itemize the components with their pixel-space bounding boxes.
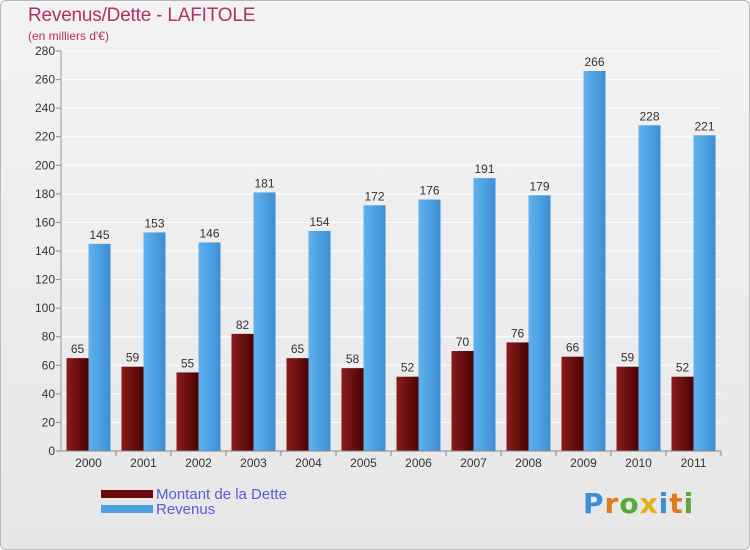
data-label-debt: 65 [71,342,85,356]
bar-revenue [198,242,221,451]
bar-debt [66,358,89,451]
bar-revenue [308,231,331,451]
data-label-revenue: 145 [89,228,109,242]
data-label-revenue: 228 [639,109,659,123]
bar-debt [396,376,419,451]
bar-debt [121,366,144,451]
x-tick-label: 2004 [295,456,322,470]
bar-debt [176,372,199,451]
x-tick-label: 2011 [681,456,707,470]
data-label-revenue: 221 [694,119,714,133]
x-tick-label: 2007 [460,456,487,470]
data-label-revenue: 176 [419,184,439,198]
data-label-debt: 58 [346,352,360,366]
y-tick-label: 20 [42,415,56,429]
bar-debt [286,358,309,451]
y-tick-label: 200 [35,158,55,172]
y-tick-label: 140 [35,244,55,258]
data-label-revenue: 146 [199,226,219,240]
data-label-revenue: 179 [529,179,549,193]
y-tick-label: 280 [35,44,55,58]
bar-debt [671,376,694,451]
bar-revenue [473,178,496,451]
bar-debt [341,368,364,451]
x-tick-label: 2006 [405,456,432,470]
bar-debt [616,366,639,451]
y-tick-label: 260 [35,73,55,87]
x-tick-label: 2010 [625,456,652,470]
legend-swatch-debt [101,490,153,498]
logo-letter: t [669,487,684,520]
data-label-revenue: 153 [144,216,164,230]
x-tick-label: 2000 [75,456,102,470]
bar-debt [561,356,584,451]
x-tick-label: 2009 [570,456,597,470]
data-label-debt: 55 [181,356,195,370]
x-tick-label: 2008 [515,456,542,470]
bar-debt [231,333,254,451]
proxiti-logo: Proxiti [583,487,694,520]
bar-revenue [583,71,606,451]
bar-revenue [363,205,386,451]
y-tick-label: 80 [42,330,56,344]
legend-label-debt: Montant de la Dette [156,486,287,503]
x-tick-label: 2005 [350,456,377,470]
x-tick-label: 2001 [130,456,157,470]
y-tick-label: 60 [42,358,56,372]
x-tick-label: 2002 [185,456,212,470]
y-tick-label: 40 [42,387,56,401]
data-label-debt: 82 [236,318,250,332]
y-tick-label: 0 [48,444,55,458]
logo-letter: P [583,487,605,520]
data-label-revenue: 191 [474,162,494,176]
y-tick-label: 160 [35,215,55,229]
y-tick-label: 120 [35,273,55,287]
data-label-debt: 52 [676,361,690,375]
data-label-revenue: 181 [254,176,274,190]
data-labels: 65 145 59 153 55 146 82 181 65 154 58 172 52 176 70 191… [71,55,715,375]
y-tick-label: 240 [35,101,55,115]
bar-revenue [528,195,551,451]
data-label-debt: 52 [401,361,415,375]
bar-revenue [638,125,661,452]
data-label-debt: 59 [126,351,140,365]
data-label-debt: 66 [566,341,580,355]
logo-letter: i [683,487,695,520]
legend-swatch-revenue [101,505,153,513]
chart-subtitle: (en milliers d'€) [28,29,109,43]
grid-lines [56,50,722,456]
data-label-debt: 59 [621,351,635,365]
data-label-debt: 65 [291,342,305,356]
bar-revenue [693,135,716,452]
bar-debt [506,342,529,451]
y-axis-ticks: 0 20 40 60 80 100 120 140 160 180 200 220 240 260 280 [35,44,55,458]
chart-title: Revenus/Dette - LAFITOLE [28,5,256,26]
data-label-revenue: 154 [309,215,329,229]
bar-revenue [418,199,441,451]
bar-revenue [143,232,166,451]
bar-debt [451,351,474,451]
bar-revenue [88,243,111,451]
data-label-debt: 70 [456,335,470,349]
x-axis-ticks: 2000 2001 2002 2003 2004 2005 2006 2007 2008 2009… [75,456,707,470]
x-tick-label: 2003 [240,456,267,470]
legend-label-revenue: Revenus [156,501,216,518]
y-tick-label: 180 [35,187,55,201]
data-label-revenue: 266 [584,55,604,69]
bar-revenue [253,192,276,451]
logo-letter: o [619,487,640,520]
data-label-revenue: 172 [364,189,384,203]
data-label-debt: 76 [511,326,525,340]
logo-letter: r [604,487,620,520]
logo-letter: i [658,487,670,520]
y-tick-label: 100 [35,301,55,315]
logo-letter: x [639,487,659,520]
bars [66,71,716,452]
y-tick-label: 220 [35,130,55,144]
